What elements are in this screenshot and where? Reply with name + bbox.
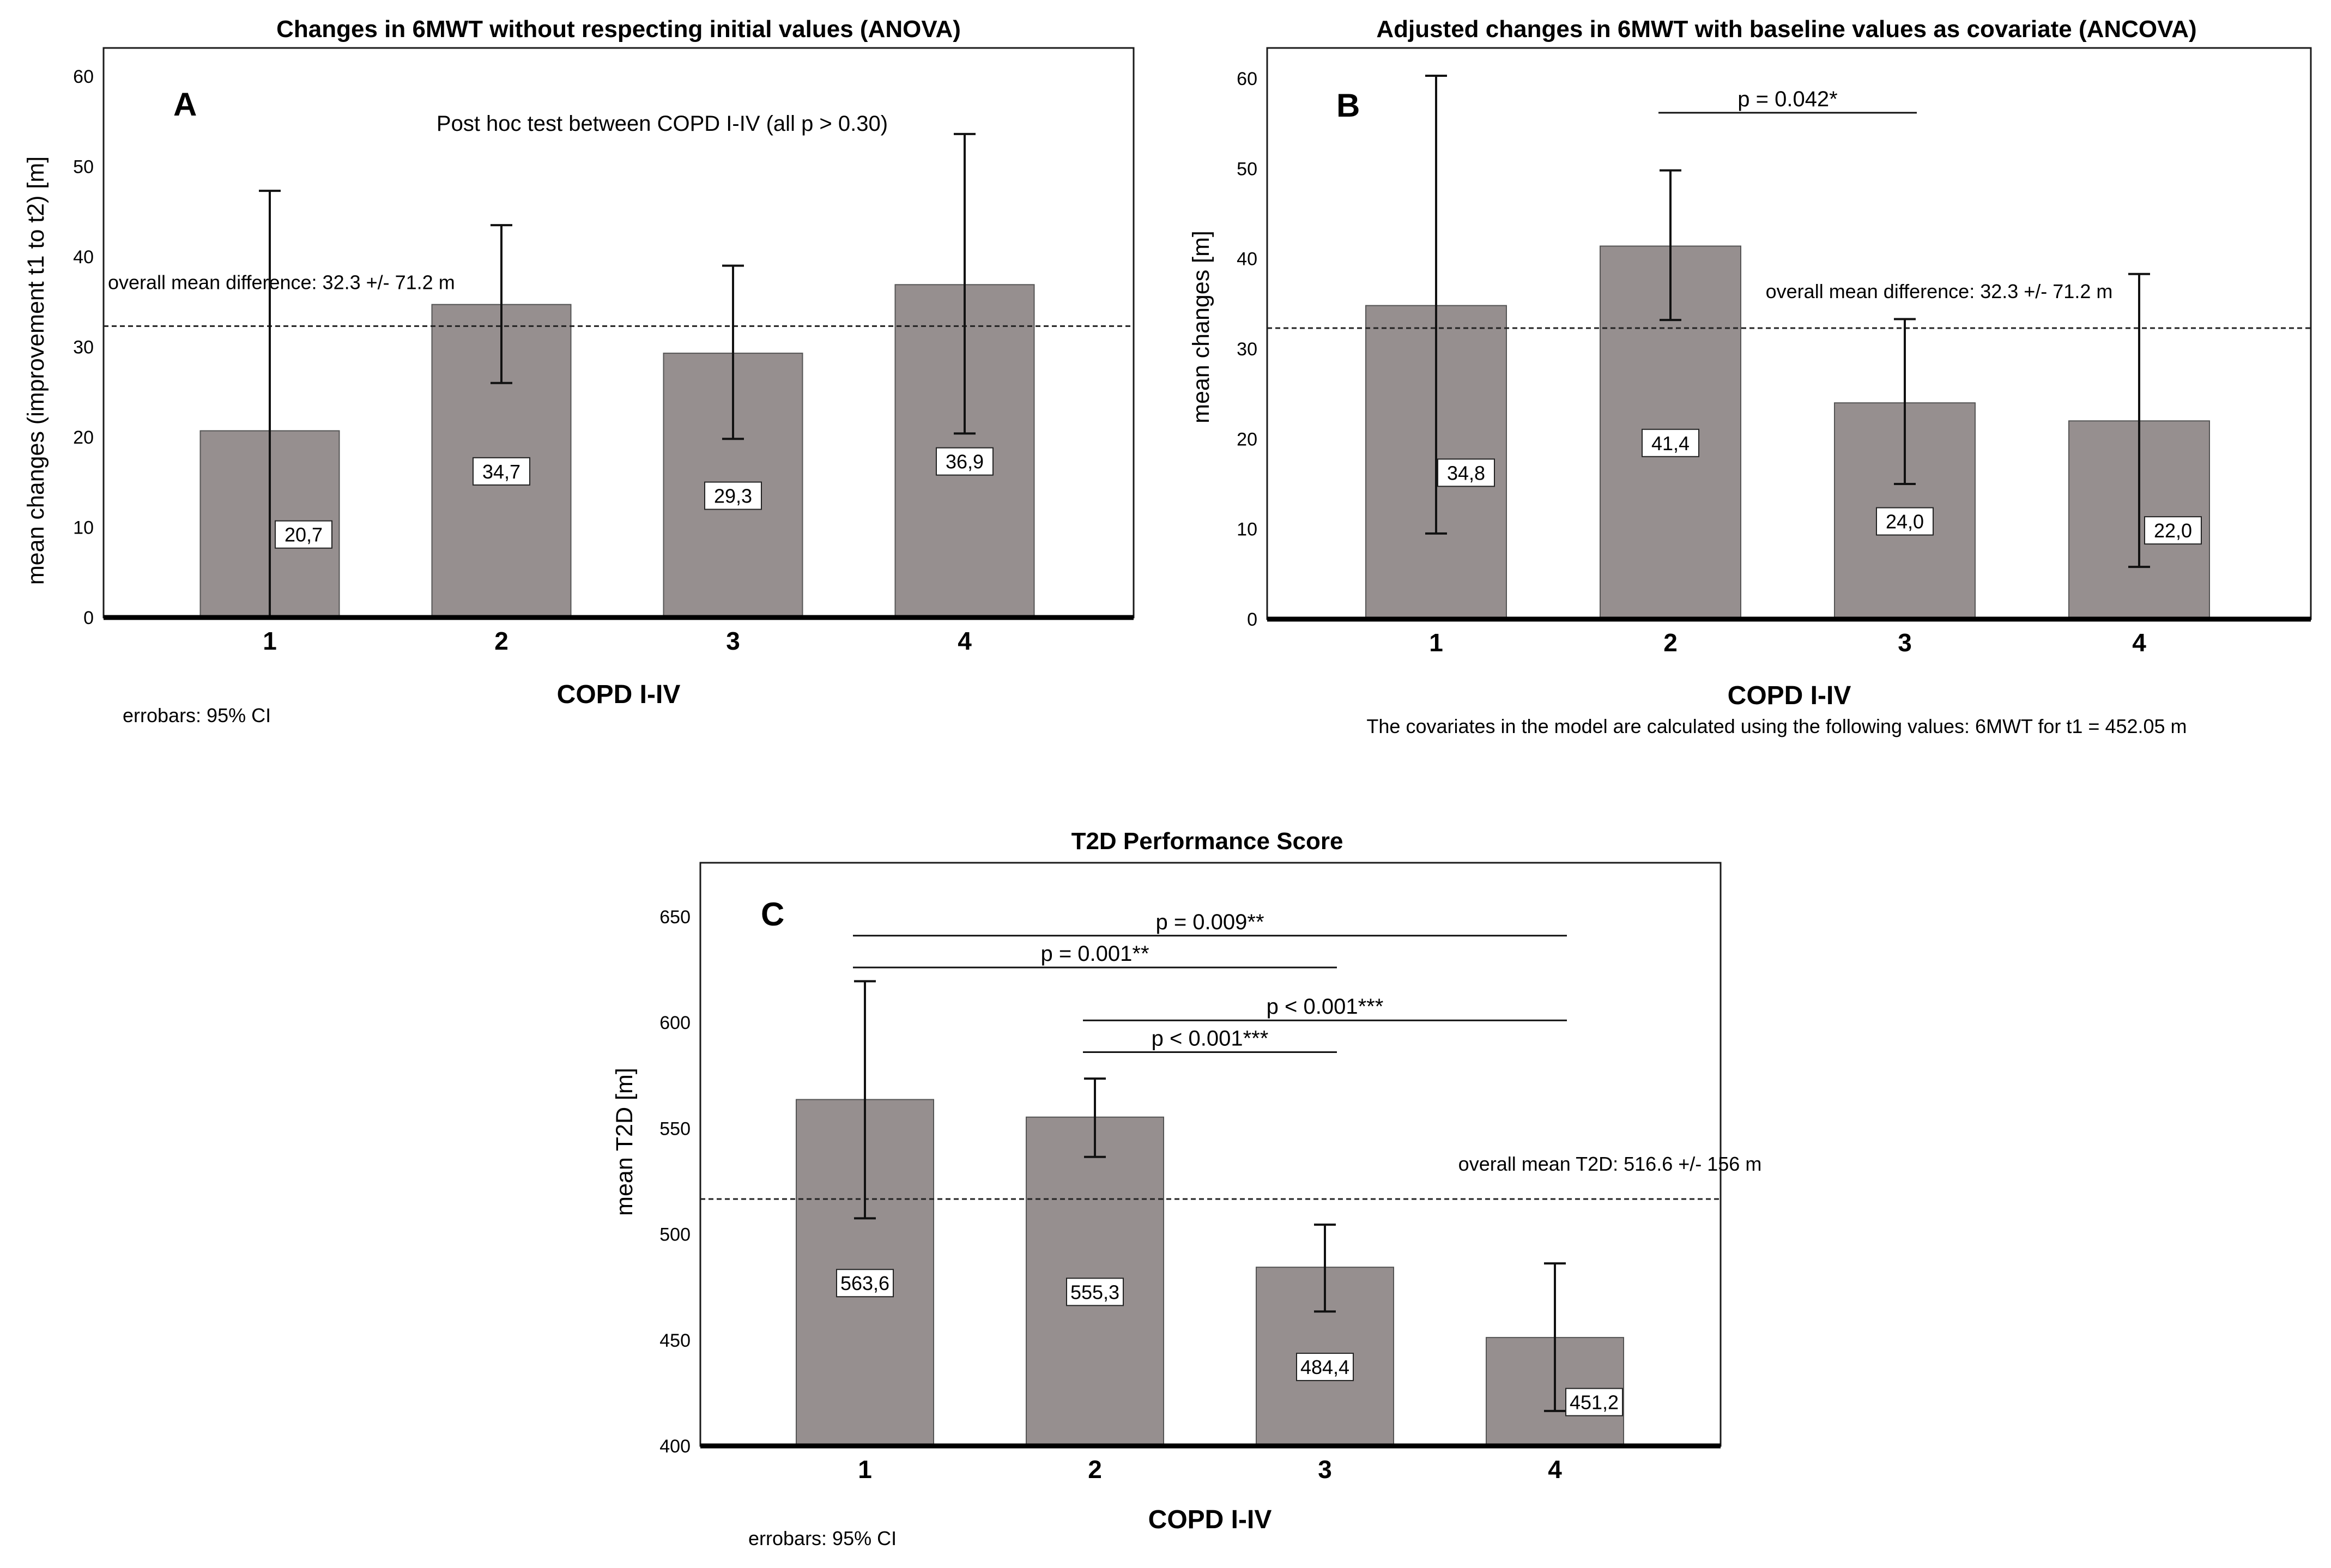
panel-b-y-tick-label: 40 xyxy=(1237,249,1257,270)
panel-a-value-label: 20,7 xyxy=(284,524,323,546)
panel-b-y-tick-label: 50 xyxy=(1237,159,1257,179)
panel-b-y-tick-label: 30 xyxy=(1237,339,1257,360)
panel-b-x-tick-label: 4 xyxy=(2132,628,2146,657)
panel-c-value-label: 451,2 xyxy=(1570,1391,1619,1414)
panel-b-value-label: 22,0 xyxy=(2154,519,2192,542)
panel-c-y-tick-label: 400 xyxy=(659,1436,691,1457)
panel-c-y-axis-label: mean T2D [m] xyxy=(611,1068,638,1216)
panel-c-x-axis-label: COPD I-IV xyxy=(1148,1505,1272,1534)
panel-a-letter: A xyxy=(173,86,197,123)
panel-c-x-tick-label: 2 xyxy=(1088,1455,1102,1484)
panel-b-x-tick-label: 3 xyxy=(1898,628,1912,657)
panel-a-x-tick-label: 3 xyxy=(726,627,740,655)
panel-b-value-label-box xyxy=(2144,516,2202,545)
panel-b-letter: B xyxy=(1336,87,1360,124)
panel-c-y-tick-label: 600 xyxy=(659,1013,691,1033)
panel-c-value-label-box xyxy=(1296,1353,1354,1382)
panel-b-y-tick-label: 10 xyxy=(1237,519,1257,540)
panel-b-value-label: 34,8 xyxy=(1447,462,1485,484)
panel-c-y-tick-label: 500 xyxy=(659,1225,691,1245)
panel-c-errorbar-note: errobars: 95% CI xyxy=(748,1527,897,1549)
panel-a-y-axis-label: mean changes (improvement t1 to t2) [m] xyxy=(23,156,49,585)
panel-c-significance-label: p < 0.001*** xyxy=(1152,1026,1269,1050)
panel-a-y-tick-label: 40 xyxy=(73,247,94,268)
panel-b-y-tick-label: 20 xyxy=(1237,429,1257,450)
panel-b-title: Adjusted changes in 6MWT with baseline v… xyxy=(1376,16,2196,43)
panel-a-y-tick-label: 60 xyxy=(73,66,94,87)
panel-b-reference-label: overall mean difference: 32.3 +/- 71.2 m xyxy=(1766,280,2113,302)
panel-a-posthoc-note: Post hoc test between COPD I-IV (all p >… xyxy=(437,112,888,136)
panel-c-value-label-box xyxy=(1066,1278,1124,1306)
panel-c-x-tick-label: 3 xyxy=(1318,1455,1332,1484)
panel-a-reference-label: overall mean difference: 32.3 +/- 71.2 m xyxy=(108,271,455,293)
panel-b-covariate-note: The covariates in the model are calculat… xyxy=(1366,715,2187,737)
panel-b-value-label: 41,4 xyxy=(1651,432,1690,455)
panel-a-y-tick-label: 20 xyxy=(73,427,94,448)
panel-a-y-tick-label: 50 xyxy=(73,157,94,178)
panel-b-y-tick-label: 60 xyxy=(1237,69,1257,89)
panel-c-y-tick-label: 450 xyxy=(659,1330,691,1351)
panel-b-x-tick-label: 1 xyxy=(1429,628,1443,657)
panel-a-value-label-box xyxy=(275,520,332,549)
panel-a-value-label: 36,9 xyxy=(946,451,984,473)
panel-a-y-tick-label: 30 xyxy=(73,337,94,358)
panel-c-y-tick-label: 650 xyxy=(659,907,691,928)
panel-b-significance-label: p = 0.042* xyxy=(1737,87,1838,111)
panel-c-value-label: 563,6 xyxy=(840,1272,889,1294)
panel-a-value-label-box xyxy=(704,481,762,510)
panel-a-x-tick-label: 2 xyxy=(494,627,508,655)
panel-c-significance-label: p = 0.001** xyxy=(1040,942,1149,966)
panel-c-reference-label: overall mean T2D: 516.6 +/- 156 m xyxy=(1458,1153,1762,1175)
panel-c-y-tick-label: 550 xyxy=(659,1118,691,1139)
panel-a-value-label: 29,3 xyxy=(714,485,752,507)
panel-a-value-label: 34,7 xyxy=(482,461,520,483)
panel-a-chart: Changes in 6MWT without respecting initi… xyxy=(23,16,1135,727)
panel-b-value-label: 24,0 xyxy=(1886,511,1924,533)
panel-b-chart: Adjusted changes in 6MWT with baseline v… xyxy=(1188,16,2312,737)
panel-a-x-tick-label: 1 xyxy=(263,627,277,655)
panel-c-x-tick-label: 4 xyxy=(1548,1455,1562,1484)
panel-c-title: T2D Performance Score xyxy=(1071,828,1343,855)
panel-b-x-tick-label: 2 xyxy=(1663,628,1678,657)
panel-c-value-label-box xyxy=(1565,1388,1623,1416)
panel-a-value-label-box xyxy=(473,457,530,486)
panel-b-y-axis-label: mean changes [m] xyxy=(1188,231,1214,423)
panel-a-errorbar-note: errobars: 95% CI xyxy=(123,704,271,727)
panel-a-title: Changes in 6MWT without respecting initi… xyxy=(276,16,961,43)
panel-c-letter: C xyxy=(761,896,784,933)
panel-c-x-tick-label: 1 xyxy=(858,1455,872,1484)
panel-c-value-label-box xyxy=(836,1269,894,1298)
panel-a-y-tick-label: 10 xyxy=(73,518,94,538)
panel-b-value-label-box xyxy=(1876,507,1934,536)
panel-b-y-tick-label: 0 xyxy=(1247,609,1257,630)
panel-b-x-axis-label: COPD I-IV xyxy=(1728,681,1851,710)
panel-c-value-label: 484,4 xyxy=(1300,1356,1349,1378)
panel-a-y-tick-label: 0 xyxy=(83,608,94,628)
panel-b-value-label-box xyxy=(1642,428,1699,457)
panel-b-value-label-box xyxy=(1437,458,1495,487)
panel-a-x-axis-label: COPD I-IV xyxy=(557,680,681,709)
panel-c-significance-label: p < 0.001*** xyxy=(1267,995,1384,1019)
panel-c-value-label: 555,3 xyxy=(1070,1281,1119,1303)
panel-a-value-label-box xyxy=(936,447,994,476)
panel-c-significance-label: p = 0.009** xyxy=(1155,910,1264,934)
panel-c-chart: T2D Performance Score C mean T2D [m] COP… xyxy=(611,828,1761,1549)
panel-a-x-tick-label: 4 xyxy=(958,627,972,655)
